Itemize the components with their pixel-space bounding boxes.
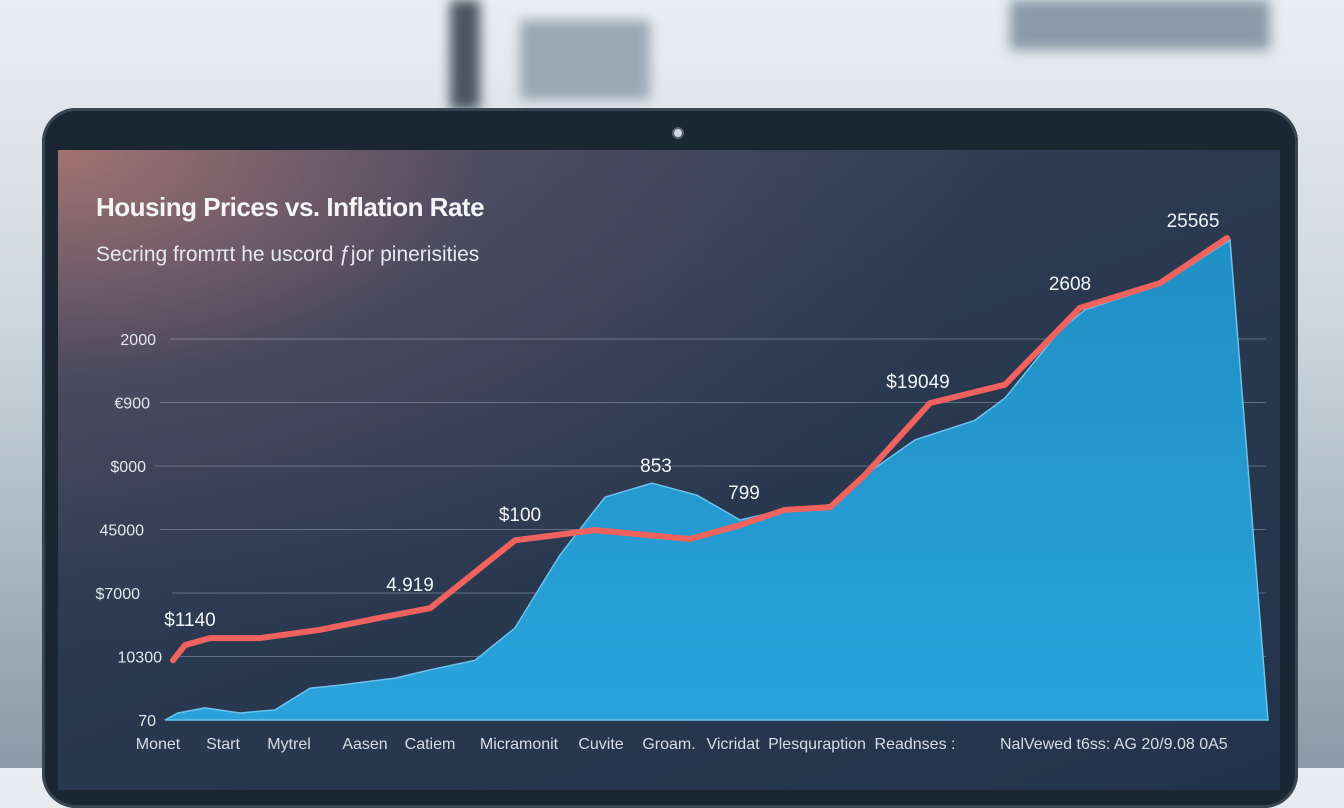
x-tick-label: Readnses :: [875, 736, 956, 753]
x-tick-label: Groam.: [642, 736, 695, 753]
x-tick-label: Monet: [136, 736, 181, 753]
data-label: $19049: [886, 372, 949, 393]
y-tick-label: 70: [138, 713, 156, 730]
y-tick-label: $7000: [96, 586, 141, 603]
x-tick-label: Plesquraption: [768, 736, 866, 753]
y-tick-label: $000: [110, 459, 146, 476]
y-tick-label: 10300: [118, 650, 163, 667]
data-label: 2608: [1049, 274, 1091, 295]
data-label: $1140: [164, 610, 215, 631]
chart-area: 70 10300 $7000 45000 $000 €900 2000 $1140 4.919 $…: [0, 0, 1344, 768]
x-tick-label: Aasen: [342, 736, 387, 753]
x-tick-label: Catiem: [405, 736, 456, 753]
y-tick-label: €900: [114, 396, 150, 413]
x-tick-label: Vicridat: [706, 736, 760, 753]
data-label: 4.919: [386, 575, 434, 596]
footer-note: NalVewed t6ss: AG 20/9.08 0A5: [1000, 736, 1228, 753]
data-label: 853: [640, 456, 672, 477]
area-series: [165, 240, 1268, 720]
x-tick-label: Start: [206, 736, 240, 753]
data-label: 799: [728, 483, 760, 504]
data-label: 25565: [1167, 211, 1220, 232]
data-label: $100: [499, 505, 541, 526]
y-tick-label: 2000: [120, 332, 156, 349]
y-tick-label: 45000: [100, 523, 145, 540]
x-tick-label: Cuvite: [578, 736, 623, 753]
x-tick-label: Micramonit: [480, 736, 559, 753]
x-tick-label: Mytrel: [267, 736, 311, 753]
